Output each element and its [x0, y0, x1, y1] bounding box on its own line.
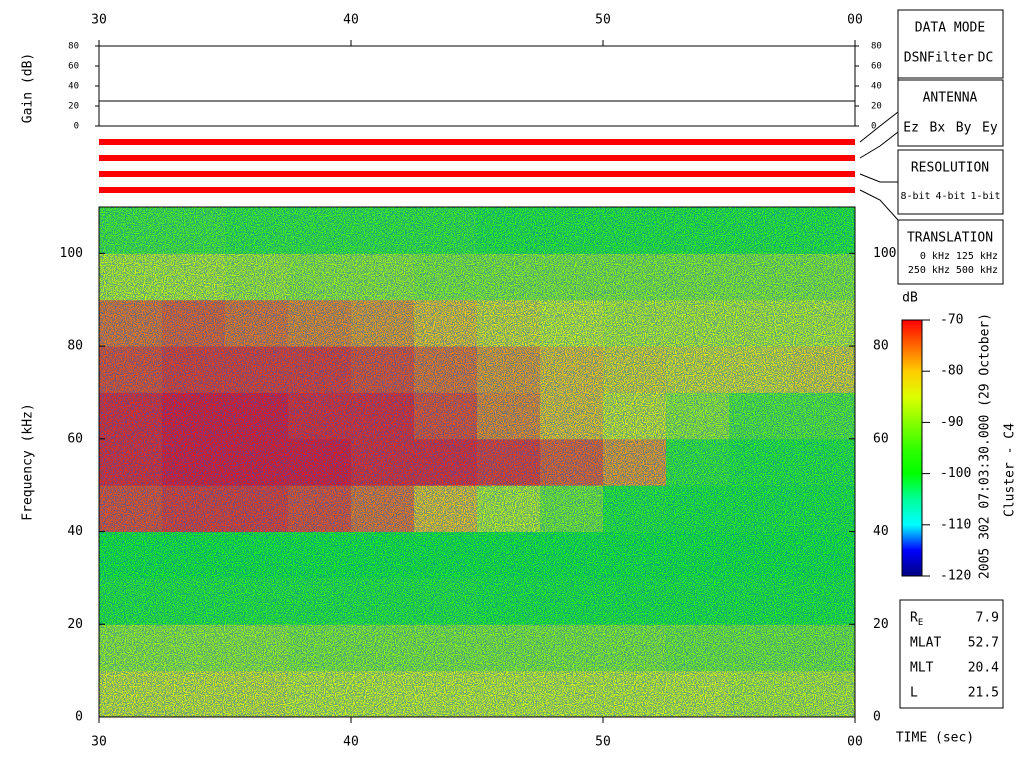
orbit-value: 20.4 — [968, 661, 999, 676]
spacecraft: Cluster - C4 — [1003, 423, 1018, 517]
y-tick-label: 60 — [873, 431, 889, 446]
x-tick-label: 00 — [847, 735, 863, 750]
status-option: 125 kHz — [956, 251, 998, 262]
status-option: Ey — [982, 121, 998, 136]
x-axis-label: TIME (sec) — [896, 731, 974, 746]
orbit-value: 21.5 — [968, 686, 999, 701]
status-box — [897, 9, 1004, 79]
colorbar-label: dB — [902, 291, 918, 306]
y-tick-label: 20 — [67, 617, 83, 632]
gain-tick-label: 0 — [74, 122, 79, 132]
y-tick-label: 40 — [873, 524, 889, 539]
orbit-label-sub: E — [918, 618, 923, 628]
y-tick-label: 60 — [67, 431, 83, 446]
gain-tick-label: 60 — [68, 62, 79, 72]
status-box — [897, 79, 1004, 147]
y-tick-label: 0 — [75, 710, 83, 725]
status-title: RESOLUTION — [911, 161, 989, 176]
status-box — [897, 149, 1004, 215]
mode-bars — [99, 139, 855, 193]
speckle-texture — [99, 207, 855, 717]
y-tick-label: 0 — [873, 710, 881, 725]
colorbar-tick-label: -90 — [940, 415, 963, 430]
status-option: 250 kHz — [908, 265, 950, 276]
gain-tick-label: 0 — [871, 122, 876, 132]
gain-tick-label: 60 — [871, 62, 882, 72]
colorbar-tick-label: -80 — [940, 364, 963, 379]
colorbar-tick-label: -120 — [940, 569, 971, 584]
status-option: 500 kHz — [956, 265, 998, 276]
gain-tick-label: 40 — [871, 82, 882, 92]
status-option: 8-bit — [900, 191, 930, 202]
colorbar — [901, 319, 923, 577]
orbit-label: MLT — [910, 661, 934, 676]
arrow — [859, 131, 899, 159]
x-tick-label: 40 — [343, 13, 359, 28]
status-option: Bx — [930, 121, 946, 136]
orbit-box — [899, 599, 1004, 709]
colorbar-tick-label: -70 — [940, 313, 963, 328]
status-option: DC — [978, 51, 994, 66]
y-tick-label: 80 — [873, 339, 889, 354]
plot-frame — [98, 206, 856, 718]
gain-tick-label: 40 — [68, 82, 79, 92]
mode-bar — [99, 139, 855, 145]
x-tick-label: 30 — [91, 13, 107, 28]
colorbar-tick-label: -110 — [940, 517, 971, 532]
mode-bar — [99, 171, 855, 177]
status-title: DATA MODE — [915, 21, 985, 36]
x-tick-label: 00 — [847, 13, 863, 28]
gain-tick-label: 20 — [871, 102, 882, 112]
status-option: By — [956, 121, 972, 136]
status-option: 4-bit — [935, 191, 965, 202]
y-tick-label: 100 — [60, 246, 83, 261]
gain-tick-label: 20 — [68, 102, 79, 112]
mode-bar — [99, 155, 855, 161]
arrow — [859, 189, 899, 221]
status-title: TRANSLATION — [907, 231, 993, 246]
status-option: Ez — [903, 121, 919, 136]
x-tick-label: 50 — [595, 735, 611, 750]
y-tick-label: 80 — [67, 339, 83, 354]
status-box — [897, 219, 1004, 285]
y-axis-label: Frequency (kHz) — [21, 403, 36, 520]
gain-tick-label: 80 — [871, 42, 882, 52]
x-tick-label: 30 — [91, 735, 107, 750]
timestamp: 2005 302 07:03:30.000 (29 October) — [978, 313, 993, 579]
status-title: ANTENNA — [923, 91, 978, 106]
gain-tick-label: 80 — [68, 42, 79, 52]
y-tick-label: 40 — [67, 524, 83, 539]
arrow — [859, 173, 898, 183]
orbit-value: 52.7 — [968, 636, 999, 651]
status-option: 0 kHz — [920, 251, 950, 262]
orbit-value: 7.9 — [976, 611, 999, 626]
mode-bar — [99, 187, 855, 193]
status-option: 1-bit — [970, 191, 1000, 202]
x-tick-label: 50 — [595, 13, 611, 28]
gain-axis-label: Gain (dB) — [21, 53, 36, 123]
y-tick-label: 20 — [873, 617, 889, 632]
y-tick-label: 100 — [873, 246, 896, 261]
status-option: DSN — [904, 51, 927, 66]
status-option: Filter — [927, 51, 974, 66]
orbit-label: MLAT — [910, 636, 941, 651]
colorbar-tick-label: -100 — [940, 466, 971, 481]
x-tick-label: 40 — [343, 735, 359, 750]
orbit-label: L — [910, 686, 918, 701]
